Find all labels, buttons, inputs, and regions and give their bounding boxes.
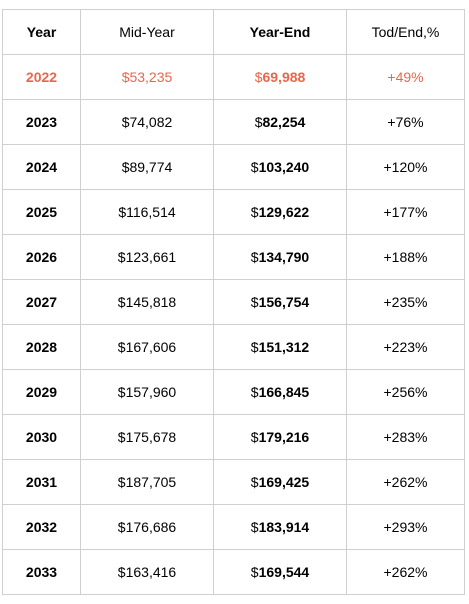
percent-cell: +120% — [347, 145, 465, 190]
percent-cell: +293% — [347, 505, 465, 550]
percent-cell: +49% — [347, 55, 465, 100]
mid-year-cell: $163,416 — [81, 550, 214, 595]
year-end-value: 179,216 — [258, 429, 310, 445]
table-row: 2023 $74,082 $82,254 +76% — [3, 100, 465, 145]
mid-year-cell: $53,235 — [81, 55, 214, 100]
year-end-value: 156,754 — [258, 294, 310, 310]
year-end-currency: $ — [250, 249, 259, 265]
percent-cell: +256% — [347, 370, 465, 415]
year-cell: 2026 — [3, 235, 81, 280]
year-end-value: 151,312 — [258, 339, 310, 355]
year-end-currency: $ — [250, 564, 259, 580]
year-end-currency: $ — [250, 204, 259, 220]
mid-year-cell: $175,678 — [81, 415, 214, 460]
year-end-currency: $ — [254, 69, 263, 85]
mid-year-cell: $145,818 — [81, 280, 214, 325]
year-end-cell: $183,914 — [214, 505, 347, 550]
year-end-currency: $ — [250, 159, 259, 175]
mid-year-cell: $176,686 — [81, 505, 214, 550]
percent-cell: +283% — [347, 415, 465, 460]
year-end-cell: $134,790 — [214, 235, 347, 280]
mid-year-cell: $74,082 — [81, 100, 214, 145]
year-end-cell: $166,845 — [214, 370, 347, 415]
table-row: 2032 $176,686 $183,914 +293% — [3, 505, 465, 550]
header-year: Year — [3, 10, 81, 55]
year-end-value: 169,425 — [258, 474, 310, 490]
year-end-currency: $ — [250, 384, 259, 400]
year-end-value: 166,845 — [258, 384, 310, 400]
year-end-cell: $129,622 — [214, 190, 347, 235]
year-cell: 2033 — [3, 550, 81, 595]
mid-year-cell: $116,514 — [81, 190, 214, 235]
table-row: 2027 $145,818 $156,754 +235% — [3, 280, 465, 325]
year-cell: 2027 — [3, 280, 81, 325]
year-end-currency: $ — [250, 429, 259, 445]
percent-cell: +223% — [347, 325, 465, 370]
year-end-cell: $82,254 — [214, 100, 347, 145]
year-cell: 2031 — [3, 460, 81, 505]
year-end-value: 129,622 — [258, 204, 310, 220]
percent-cell: +262% — [347, 460, 465, 505]
table-row: 2033 $163,416 $169,544 +262% — [3, 550, 465, 595]
table-header-row: Year Mid-Year Year-End Tod/End,% — [3, 10, 465, 55]
year-cell: 2025 — [3, 190, 81, 235]
header-mid-year: Mid-Year — [81, 10, 214, 55]
year-end-currency: $ — [254, 114, 263, 130]
table-row: 2025 $116,514 $129,622 +177% — [3, 190, 465, 235]
year-end-currency: $ — [250, 339, 259, 355]
table-row: 2029 $157,960 $166,845 +256% — [3, 370, 465, 415]
table-row: 2030 $175,678 $179,216 +283% — [3, 415, 465, 460]
year-cell: 2030 — [3, 415, 81, 460]
mid-year-cell: $187,705 — [81, 460, 214, 505]
table-row: 2024 $89,774 $103,240 +120% — [3, 145, 465, 190]
table-row: 2022 $53,235 $69,988 +49% — [3, 55, 465, 100]
year-cell: 2023 — [3, 100, 81, 145]
table-row: 2026 $123,661 $134,790 +188% — [3, 235, 465, 280]
year-end-cell: $151,312 — [214, 325, 347, 370]
mid-year-cell: $157,960 — [81, 370, 214, 415]
percent-cell: +76% — [347, 100, 465, 145]
year-end-currency: $ — [250, 519, 259, 535]
year-cell: 2028 — [3, 325, 81, 370]
percent-cell: +177% — [347, 190, 465, 235]
year-end-value: 69,988 — [262, 69, 306, 85]
mid-year-cell: $89,774 — [81, 145, 214, 190]
year-cell: 2029 — [3, 370, 81, 415]
year-end-value: 134,790 — [258, 249, 310, 265]
percent-cell: +188% — [347, 235, 465, 280]
table-row: 2031 $187,705 $169,425 +262% — [3, 460, 465, 505]
header-year-end: Year-End — [214, 10, 347, 55]
mid-year-cell: $123,661 — [81, 235, 214, 280]
year-cell: 2024 — [3, 145, 81, 190]
table-row: 2028 $167,606 $151,312 +223% — [3, 325, 465, 370]
year-cell: 2032 — [3, 505, 81, 550]
year-cell: 2022 — [3, 55, 81, 100]
year-end-value: 103,240 — [258, 159, 310, 175]
year-end-cell: $103,240 — [214, 145, 347, 190]
header-percent: Tod/End,% — [347, 10, 465, 55]
year-end-cell: $179,216 — [214, 415, 347, 460]
year-end-value: 169,544 — [258, 564, 310, 580]
percent-cell: +262% — [347, 550, 465, 595]
price-forecast-table: Year Mid-Year Year-End Tod/End,% 2022 $5… — [2, 9, 465, 595]
year-end-currency: $ — [250, 294, 259, 310]
year-end-currency: $ — [250, 474, 259, 490]
year-end-value: 183,914 — [258, 519, 310, 535]
mid-year-cell: $167,606 — [81, 325, 214, 370]
percent-cell: +235% — [347, 280, 465, 325]
year-end-cell: $69,988 — [214, 55, 347, 100]
year-end-cell: $169,425 — [214, 460, 347, 505]
year-end-value: 82,254 — [262, 114, 306, 130]
year-end-cell: $156,754 — [214, 280, 347, 325]
year-end-cell: $169,544 — [214, 550, 347, 595]
